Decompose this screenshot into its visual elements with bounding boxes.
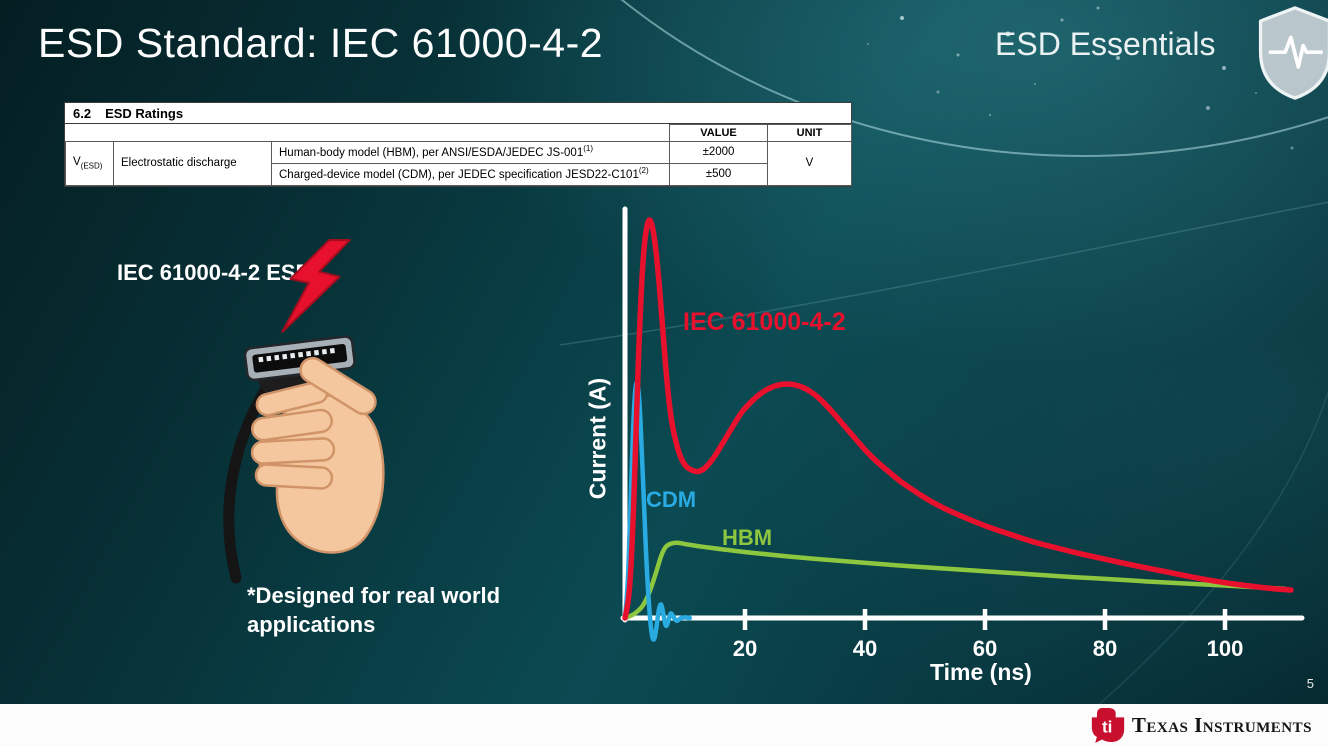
cdm-value-cell: ±500 <box>669 162 769 186</box>
ratings-grid: VALUE UNIT V(ESD) Electrostatic discharg… <box>65 124 853 186</box>
header-row: VALUE UNIT <box>65 124 853 142</box>
curve-hbm <box>622 540 1288 621</box>
param-symbol: V <box>73 156 81 169</box>
thumb <box>299 356 377 416</box>
value-column-header: VALUE <box>669 124 769 142</box>
hand-hdmi-illustration <box>223 335 385 584</box>
cdm-condition-text: Charged-device model (CDM), per JEDEC sp… <box>279 168 639 181</box>
note-text: *Designed for real world applications <box>247 583 501 637</box>
hbm-footnote: (1) <box>583 144 593 153</box>
series-label-hbm: HBM <box>722 525 773 550</box>
slide-title: ESD Standard: IEC 61000-4-2 <box>38 20 604 66</box>
page-number: 5 <box>1306 676 1314 691</box>
cdm-footnote: (2) <box>638 165 649 175</box>
y-axis-label: Current (A) <box>584 377 611 500</box>
table-section-title: 6.2 ESD Ratings <box>65 103 851 124</box>
section-label: ESD Ratings <box>105 106 184 121</box>
hand <box>250 356 385 554</box>
esd-waveform-chart: 20 40 60 80 100 Current (A) Time (ns) IEC 61… <box>540 193 1328 703</box>
lightning-bolt-icon <box>281 239 351 333</box>
footer-bar: ti Texas Instruments <box>0 704 1328 746</box>
unit-column-header: UNIT <box>767 124 853 142</box>
x-tick-label: 60 <box>973 636 997 661</box>
x-axis-label: Time (ns) <box>930 659 1032 685</box>
x-tick-label: 20 <box>733 636 757 661</box>
light-arc-bottom <box>1049 389 1328 746</box>
curve-iec-61000-4-2 <box>622 217 1294 621</box>
empty-header-cell <box>65 124 671 142</box>
ti-logo: ti Texas Instruments <box>1091 706 1312 744</box>
bolt-shape <box>281 239 351 333</box>
esd-ratings-table: 6.2 ESD Ratings VALUE UNIT V(ESD) Electro… <box>64 102 853 187</box>
pulse-line <box>1268 35 1324 69</box>
param-name-cell: Electrostatic discharge <box>113 141 272 186</box>
ti-bug-letters: ti <box>1102 718 1112 737</box>
series-label-iec-61000-4-2: IEC 61000-4-2 <box>683 308 846 336</box>
ti-bug-shape <box>1091 708 1125 743</box>
esd-essentials-wordmark: ESD Essentials <box>995 26 1216 62</box>
hbm-condition-text: Human-body model (HBM), per ANSI/ESDA/JE… <box>279 146 584 159</box>
ti-logo-icon: ti <box>1091 708 1125 743</box>
unit-cell: V <box>767 141 853 186</box>
cdm-condition-cell: Charged-device model (CDM), per JEDEC sp… <box>270 162 671 186</box>
light-arc-faint <box>559 201 1328 346</box>
series-label-cdm: CDM <box>646 487 697 512</box>
connector-label: IEC 61000-4-2 ESD <box>117 260 312 285</box>
hbm-value-cell: ±2000 <box>669 141 769 164</box>
light-arc <box>620 0 1328 157</box>
chart-canvas: 20 40 60 80 100 <box>620 206 1305 661</box>
x-tick-label: 80 <box>1093 636 1117 661</box>
ti-wordmark: Texas Instruments <box>1131 712 1312 737</box>
esd-shield-icon <box>1258 6 1328 100</box>
hdmi-cable <box>223 386 270 584</box>
param-subscript: (ESD) <box>80 161 103 171</box>
param-symbol-cell: V(ESD) <box>65 141 114 186</box>
section-number: 6.2 <box>73 106 92 121</box>
x-tick-label: 100 <box>1207 636 1244 661</box>
x-tick-label: 40 <box>853 636 877 661</box>
connector-pins <box>258 347 335 363</box>
hbm-row: V(ESD) Electrostatic discharge Human-bod… <box>65 141 853 186</box>
cdm-row: Charged-device model (CDM), per JEDEC sp… <box>66 162 852 186</box>
sparkle-dots <box>867 6 1294 150</box>
hbm-condition-cell: Human-body model (HBM), per ANSI/ESDA/JE… <box>270 141 671 164</box>
